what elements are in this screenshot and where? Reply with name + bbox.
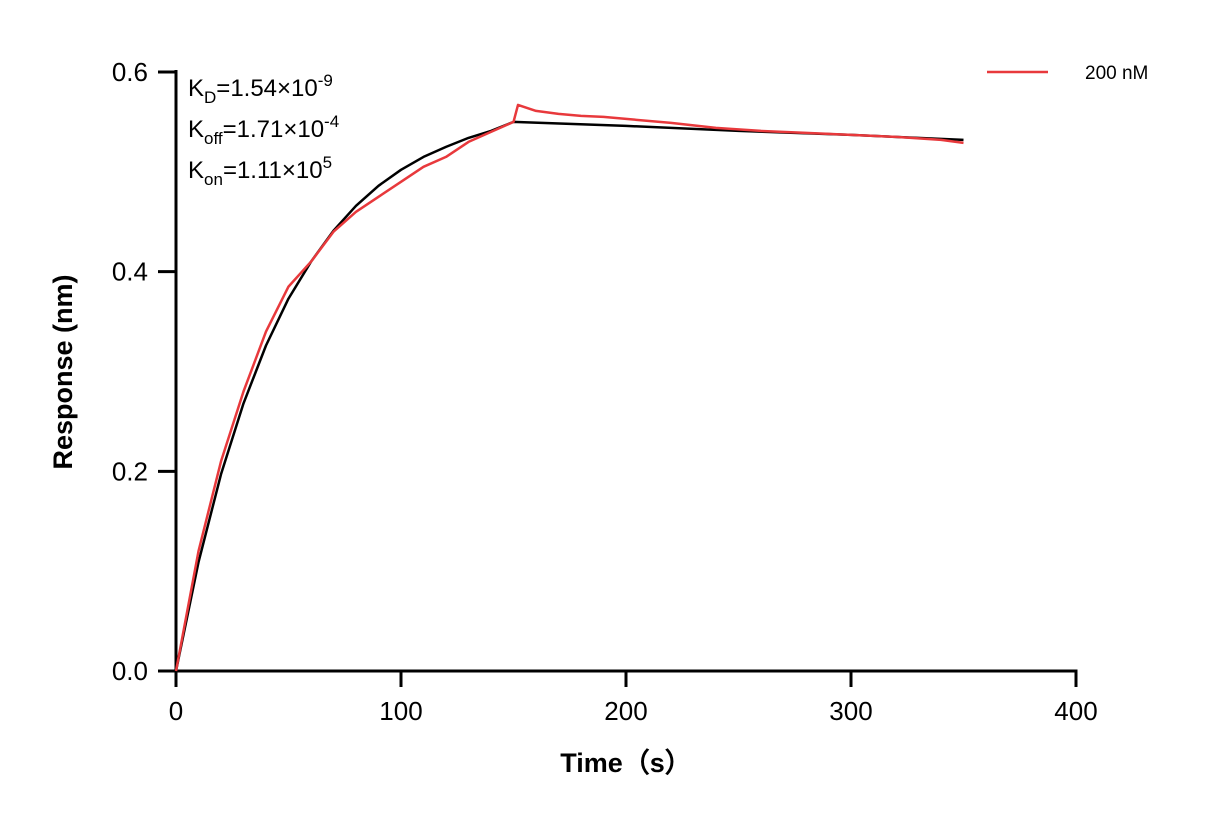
- x-tick-label: 0: [169, 696, 183, 726]
- x-tick-label: 200: [604, 696, 647, 726]
- x-axis-label: Time（s）: [560, 748, 692, 778]
- legend: 200 nM: [987, 63, 1148, 84]
- x-tick-label: 400: [1054, 696, 1097, 726]
- axes: 0 100 200 300 400 0.0 0.2 0.4 0.6: [112, 57, 1098, 726]
- y-axis-label: Response (nm): [48, 274, 78, 469]
- x-tick-label: 300: [829, 696, 872, 726]
- y-tick-label: 0.6: [112, 57, 148, 87]
- series-lines: [174, 103, 964, 672]
- fit-curve-line: [174, 120, 964, 672]
- data-series-line: [174, 103, 964, 672]
- kinetics-annotations: KD=1.54×10-9 Koff=1.71×10-4 Kon=1.11×105: [188, 71, 339, 189]
- kon-annotation: Kon=1.11×105: [188, 153, 332, 189]
- x-tick-label: 100: [379, 696, 422, 726]
- y-tick-label: 0.4: [112, 257, 148, 287]
- y-tick-label: 0.0: [112, 656, 148, 686]
- koff-annotation: Koff=1.71×10-4: [188, 112, 339, 148]
- y-tick-label: 0.2: [112, 456, 148, 486]
- legend-label: 200 nM: [1085, 63, 1148, 84]
- kd-annotation: KD=1.54×10-9: [188, 71, 333, 107]
